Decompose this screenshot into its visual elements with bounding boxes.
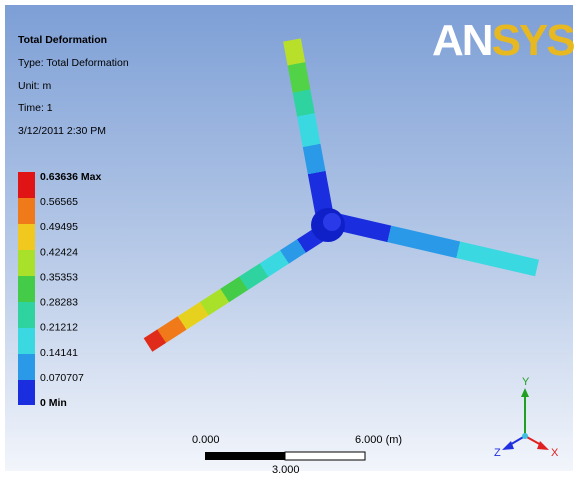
unit: Unit: m (18, 80, 52, 92)
axis-label: X (551, 447, 559, 459)
legend-swatch (18, 328, 35, 354)
legend-label: 0.14141 (40, 347, 78, 359)
legend-swatch (18, 354, 35, 380)
legend-swatch (18, 302, 35, 328)
legend-swatch (18, 224, 35, 250)
legend-label: 0.35353 (40, 271, 78, 283)
legend-swatch (18, 380, 35, 405)
legend-label: 0.070707 (40, 372, 84, 384)
legend-label: 0.49495 (40, 221, 78, 233)
legend-swatch (18, 250, 35, 276)
date: 3/12/2011 2:30 PM (18, 125, 106, 137)
legend-bar (18, 172, 35, 405)
scale-label: 6.000 (m) (355, 434, 402, 446)
title: Total Deformation (18, 34, 107, 46)
logo-part: AN (432, 16, 492, 65)
legend-label: 0.42424 (40, 246, 78, 258)
legend-label: 0.63636 Max (40, 171, 101, 183)
scale-segment (205, 452, 285, 460)
legend-swatch (18, 276, 35, 302)
logo-part: SYS (492, 16, 575, 65)
legend-label: 0.21212 (40, 322, 78, 334)
scale-segment (285, 452, 365, 460)
screenshot: Total Deformation Type: Total Deformatio… (0, 0, 578, 487)
logo: ANSYS (432, 16, 574, 65)
legend-label: 0.56565 (40, 196, 78, 208)
viewport: Total Deformation Type: Total Deformatio… (0, 0, 578, 487)
background (5, 5, 573, 471)
time: Time: 1 (18, 102, 53, 114)
scale-label: 3.000 (272, 464, 300, 476)
legend-swatch (18, 198, 35, 224)
scale-label: 0.000 (192, 434, 220, 446)
axis-label: Y (522, 376, 530, 388)
legend-swatch (18, 172, 35, 198)
legend-label: 0 Min (40, 397, 67, 409)
result-type: Type: Total Deformation (18, 57, 129, 69)
axis-label: Z (494, 447, 501, 459)
hub-cap (323, 213, 341, 231)
legend-label: 0.28283 (40, 297, 78, 309)
origin (522, 433, 528, 439)
